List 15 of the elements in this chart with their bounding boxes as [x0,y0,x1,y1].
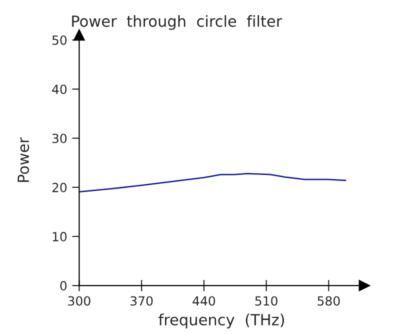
x-tick-label: 370 [130,296,153,306]
chart-title: Power through circle filter [72,15,282,30]
y-axis-title: Power [18,137,30,182]
y-tick-label: 30 [52,134,67,144]
x-tick-label: 300 [68,296,90,306]
x-tick-label: 440 [192,296,216,306]
x-axis-title: frequency (THz) [158,314,284,328]
y-tick-label: 20 [52,182,67,192]
y-tick-label: 0 [60,281,67,290]
y-tick-label: 50 [52,35,67,45]
x-tick-label: 580 [318,296,340,306]
line-series [79,172,346,192]
x-tick-label: 510 [255,296,278,306]
y-tick-label: 10 [52,232,67,242]
y-tick-label: 40 [52,84,67,94]
